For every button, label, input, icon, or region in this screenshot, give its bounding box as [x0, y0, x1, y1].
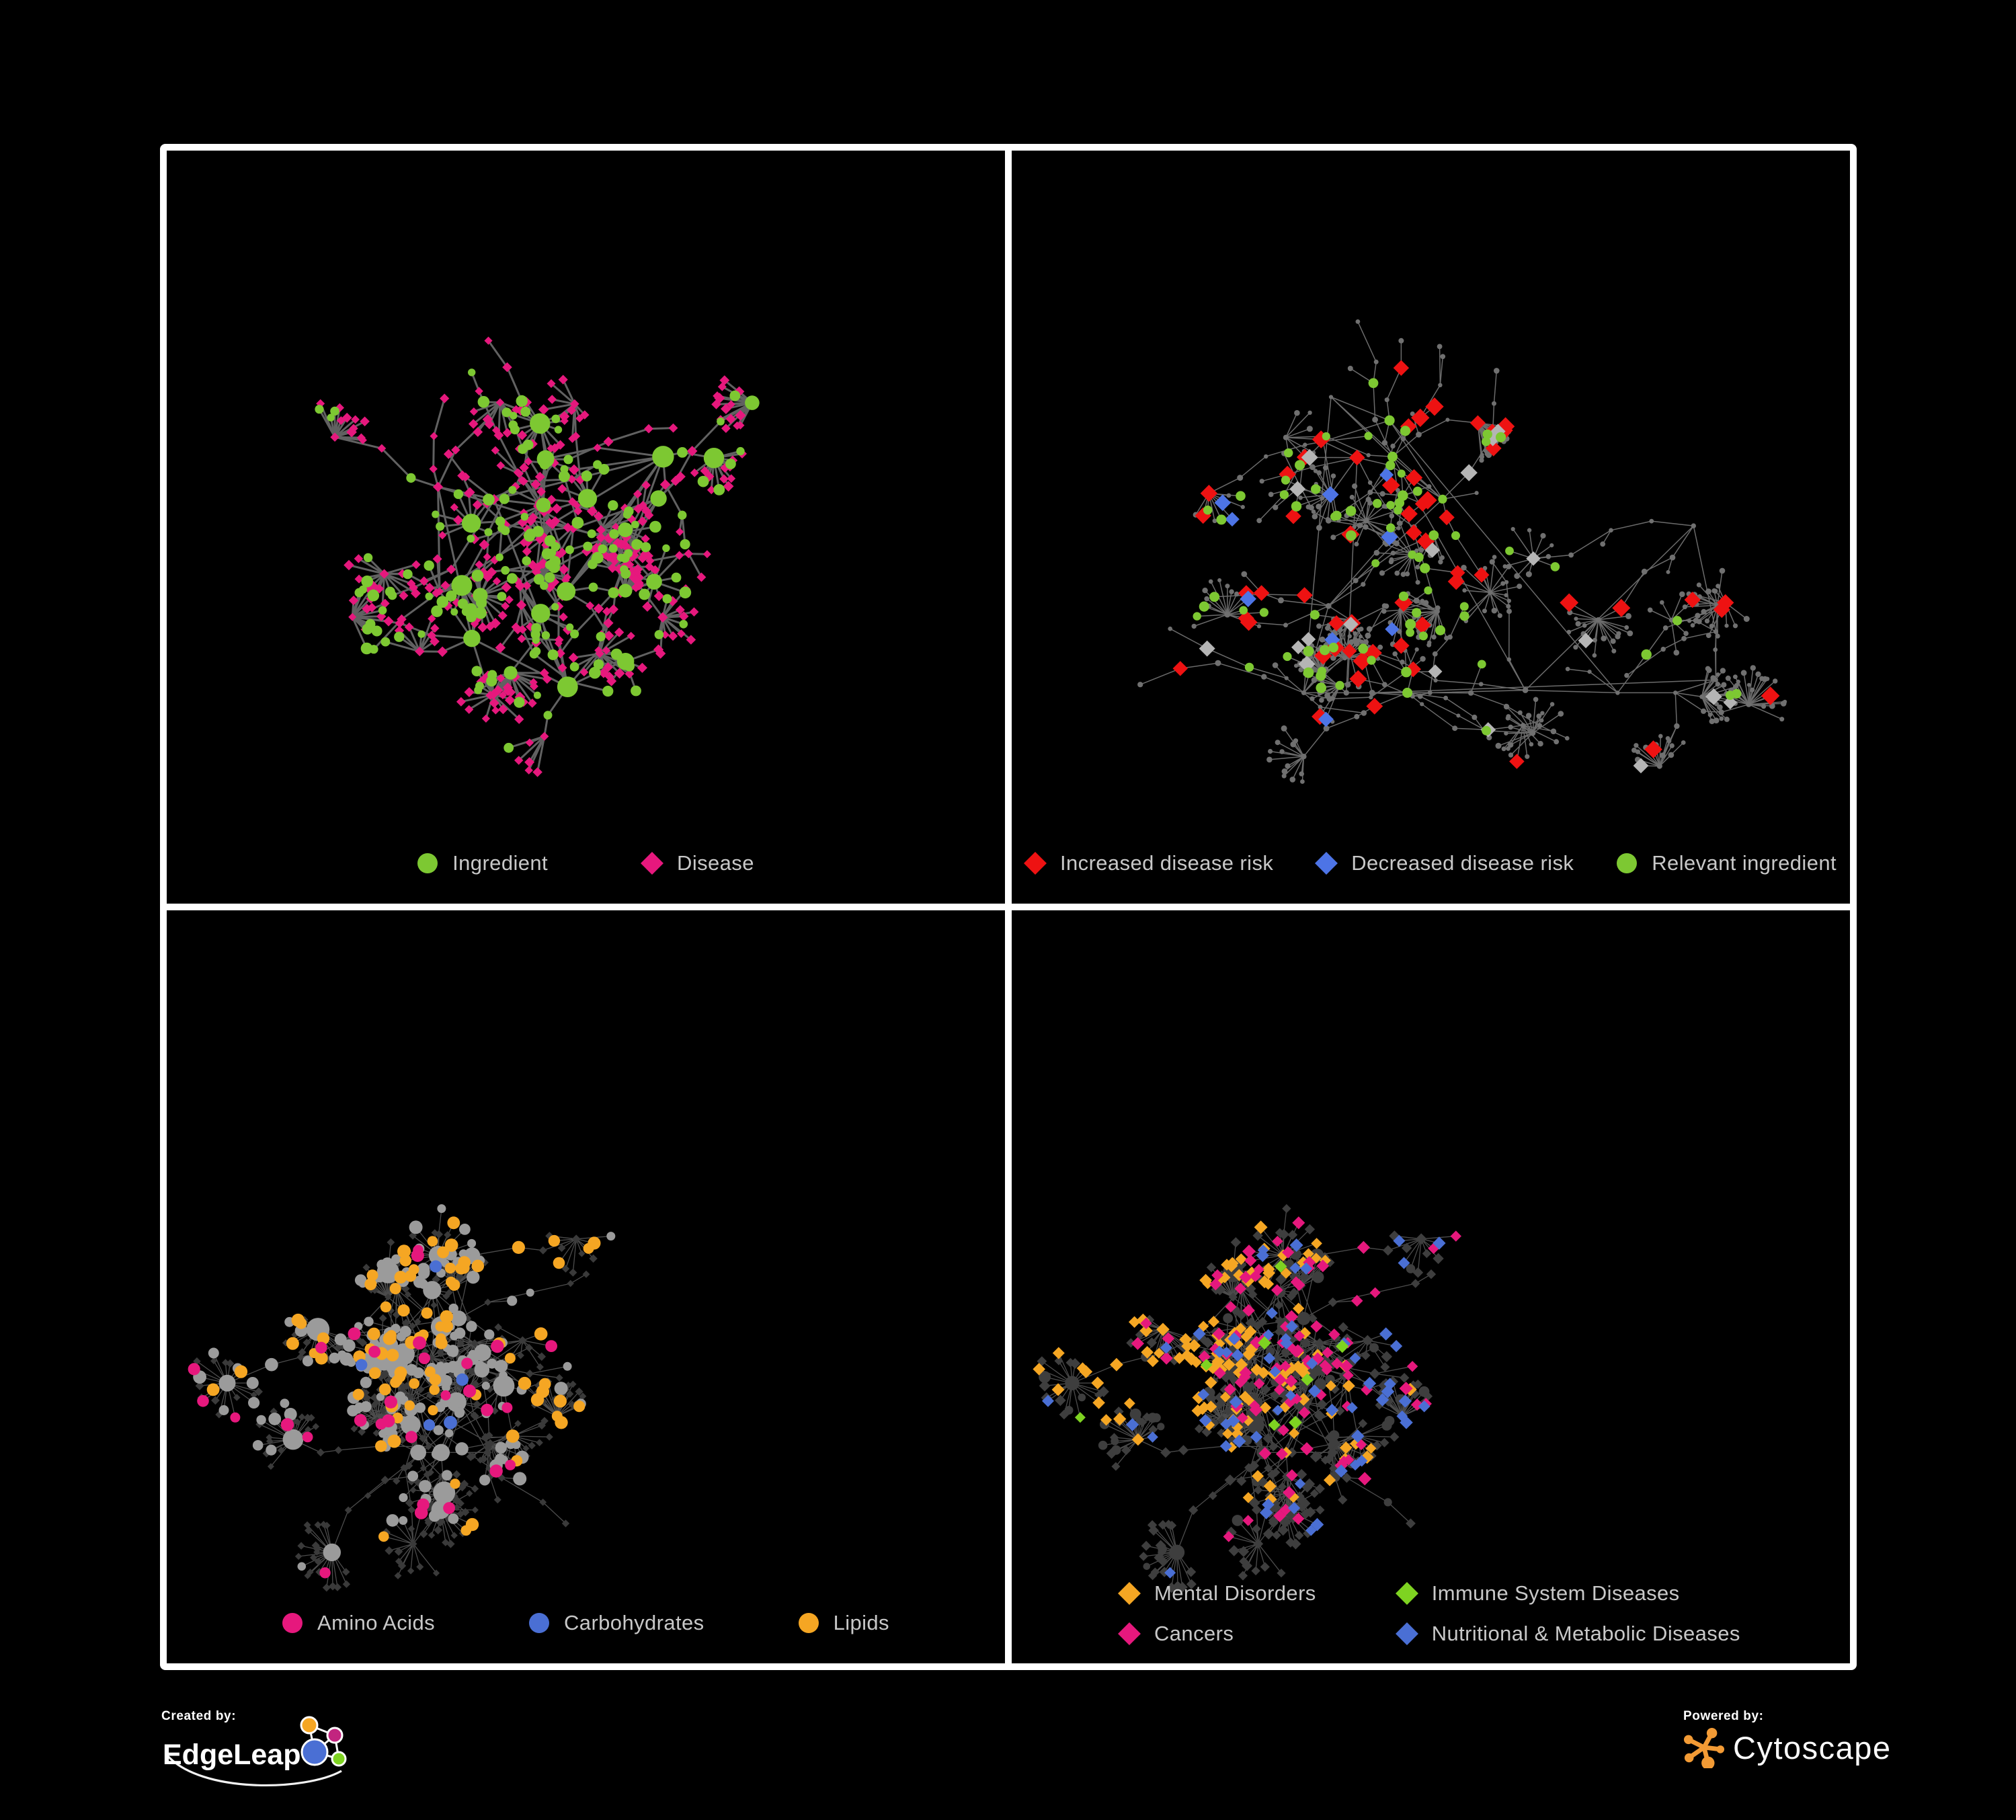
legend-item-decreased-disease-risk: Decreased disease risk: [1315, 851, 1574, 875]
diamond-swatch: [1315, 852, 1338, 875]
legend-item-lipids: Lipids: [798, 1611, 889, 1635]
legend-label: Lipids: [833, 1611, 889, 1634]
edgeleap-node-green: [331, 1751, 347, 1767]
panel-nutrient-class: Amino Acids Carbohydrates Lipids: [167, 910, 1005, 1663]
cytoscape-lockup: Cytoscape: [1683, 1727, 1992, 1768]
cytoscape-credit: Powered by: Cytosc: [1683, 1709, 1992, 1768]
diamond-swatch: [1024, 852, 1047, 875]
edgeleap-logo: EdgeLeap: [163, 1716, 347, 1787]
panel-disease-risk: Increased disease risk Decreased disease …: [1012, 151, 1850, 904]
diamond-swatch: [1118, 1622, 1141, 1645]
cytoscape-wordmark: Cytoscape: [1733, 1729, 1892, 1766]
cytoscape-icon-nodes: [1683, 1727, 1725, 1768]
disease-category-legend: Mental Disorders Immune System Diseases Ca…: [1012, 1581, 1850, 1646]
circle-swatch: [282, 1613, 303, 1633]
legend-label: Amino Acids: [317, 1611, 436, 1634]
edgeleap-credit: Created by: EdgeLeap: [161, 1709, 538, 1796]
edgeleap-node-orange: [300, 1716, 319, 1735]
legend-label: Increased disease risk: [1060, 851, 1274, 875]
diamond-swatch: [1395, 1582, 1418, 1605]
legend-label: Cancers: [1154, 1622, 1234, 1645]
created-by-label: Created by:: [161, 1709, 237, 1723]
disease-risk-legend: Increased disease risk Decreased disease …: [1012, 851, 1850, 875]
diamond-swatch: [641, 852, 664, 875]
edgeleap-node-magenta: [326, 1727, 344, 1744]
legend-item-carbohydrates: Carbohydrates: [529, 1611, 704, 1635]
powered-by-label: Powered by:: [1683, 1709, 1764, 1723]
legend-label: Decreased disease risk: [1351, 851, 1574, 875]
legend-item-relevant-ingredient: Relevant ingredient: [1617, 851, 1837, 875]
circle-swatch: [529, 1613, 550, 1633]
legend-item-disease: Disease: [641, 851, 754, 875]
legend-label: Carbohydrates: [564, 1611, 704, 1634]
ingredient-disease-legend: Ingredient Disease: [167, 851, 1005, 875]
legend-label: Mental Disorders: [1154, 1581, 1316, 1605]
diamond-swatch: [1118, 1582, 1141, 1605]
legend-item-immune-system-diseases: Immune System Diseases: [1395, 1581, 1740, 1606]
disease-risk-graph: [1137, 319, 1787, 784]
edgeleap-node-blue: [300, 1738, 329, 1766]
legend-item-mental-disorders: Mental Disorders: [1118, 1581, 1316, 1606]
legend-label: Ingredient: [452, 851, 549, 875]
edgeleap-wordmark: EdgeLeap: [163, 1739, 301, 1771]
panel-ingredient-disease: Ingredient Disease: [167, 151, 1005, 904]
legend-item-ingredient: Ingredient: [417, 851, 548, 875]
ingredient-disease-graph: [315, 336, 760, 777]
circle-swatch: [1617, 853, 1638, 873]
circle-swatch: [417, 853, 438, 873]
disease-category-graph: [1033, 1203, 1461, 1593]
legend-item-amino-acids: Amino Acids: [282, 1611, 435, 1635]
nutrient-class-legend: Amino Acids Carbohydrates Lipids: [167, 1611, 1005, 1635]
circle-swatch: [798, 1613, 819, 1633]
legend-label: Nutritional & Metabolic Diseases: [1431, 1622, 1740, 1645]
cytoscape-logo-icon: [1683, 1727, 1725, 1768]
legend-label: Relevant ingredient: [1652, 851, 1837, 875]
edgeleap-swoosh: [165, 1753, 342, 1787]
legend-item-nutritional-metabolic-diseases: Nutritional & Metabolic Diseases: [1395, 1622, 1740, 1646]
panel-disease-category: Mental Disorders Immune System Diseases Ca…: [1012, 910, 1850, 1663]
legend-label: Disease: [677, 851, 754, 875]
nutrient-class-graph: [188, 1204, 616, 1592]
network-grid: Ingredient Disease Increased disease risk…: [160, 144, 1857, 1670]
diamond-swatch: [1395, 1622, 1418, 1645]
legend-item-increased-disease-risk: Increased disease risk: [1024, 851, 1274, 875]
legend-label: Immune System Diseases: [1431, 1581, 1680, 1605]
legend-item-cancers: Cancers: [1118, 1622, 1316, 1646]
